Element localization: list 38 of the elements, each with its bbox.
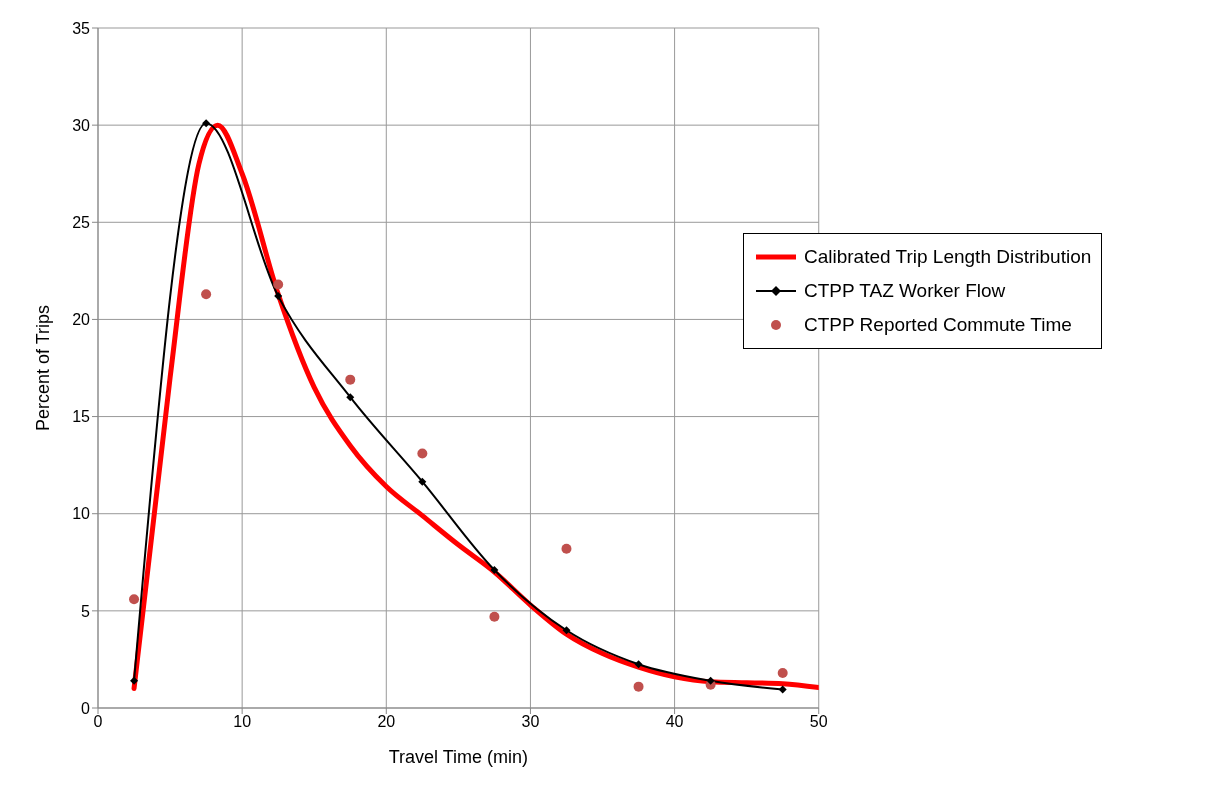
point	[346, 393, 355, 402]
y-tick-label: 15	[72, 408, 91, 426]
point	[129, 594, 140, 605]
point	[561, 543, 572, 554]
y-tick-label: 20	[72, 311, 91, 329]
point	[417, 448, 428, 459]
point	[130, 676, 139, 685]
x-tick-label: 20	[377, 713, 396, 731]
point	[490, 566, 499, 575]
legend-label: CTPP TAZ Worker Flow	[804, 280, 1006, 302]
y-tick-label: 0	[81, 699, 91, 717]
legend-label: Calibrated Trip Length Distribution	[804, 246, 1092, 268]
point	[202, 119, 211, 128]
point	[778, 685, 787, 694]
y-tick-label: 5	[81, 602, 91, 620]
y-tick-label: 10	[72, 505, 91, 523]
y-tick-label: 35	[72, 19, 91, 37]
point	[634, 660, 643, 669]
point	[633, 681, 644, 692]
point	[706, 676, 715, 685]
point	[201, 289, 212, 300]
point	[562, 626, 571, 635]
x-axis-title: Travel Time (min)	[388, 747, 529, 767]
y-axis-title: Percent of Trips	[33, 304, 54, 432]
point	[274, 292, 283, 301]
x-tick-label: 30	[521, 713, 540, 731]
point	[777, 668, 788, 679]
x-tick-label: 40	[665, 713, 684, 731]
x-tick-label: 0	[93, 713, 103, 731]
y-tick-label: 30	[72, 116, 91, 134]
point	[273, 279, 284, 290]
legend-label: CTPP Reported Commute Time	[804, 314, 1072, 336]
y-tick-label: 25	[72, 213, 91, 231]
point	[489, 611, 500, 622]
x-tick-label: 10	[233, 713, 252, 731]
point	[418, 477, 427, 486]
point	[345, 374, 356, 385]
x-tick-label: 50	[809, 713, 828, 731]
